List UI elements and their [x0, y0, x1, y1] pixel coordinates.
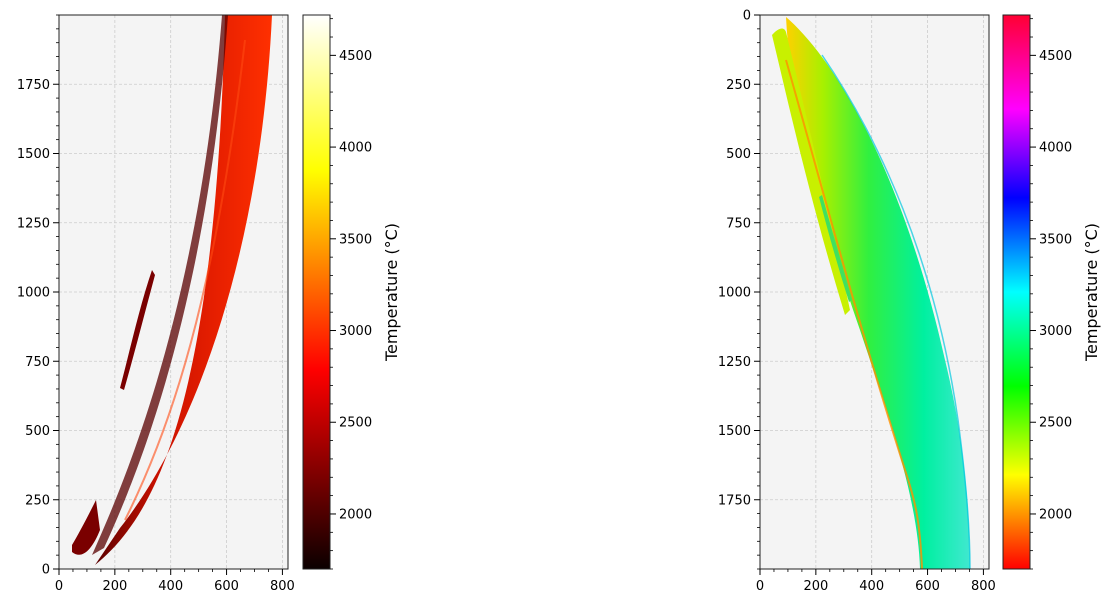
right-colorbar-gradient [1003, 15, 1030, 569]
left-colorbar-tick-label: 2500 [339, 416, 372, 431]
left-colorbar-label: Temperature (°C) [382, 223, 401, 362]
right-colorbar-frame [1002, 14, 1031, 570]
right-heatmap-plot: 0 200 400 600 800 0 250 500 750 1000 1250 1500 1750 [718, 9, 996, 595]
right-colorbar-tick-label: 2000 [1039, 507, 1072, 522]
right-axis-ticks: 0 200 400 600 800 0 250 500 750 1000 1250 1500 1750 [718, 9, 996, 595]
right-y-tick-label: 1500 [718, 424, 751, 439]
left-heat-band [72, 15, 272, 565]
right-green-sliver [819, 195, 852, 302]
right-y-tick-label: 250 [726, 78, 751, 93]
right-colorbar-tick-label: 4500 [1039, 49, 1072, 64]
right-colorbar: 2000 2500 3000 3500 4000 4500 Temperature (°C… [1002, 14, 1101, 570]
left-colorbar-tick-label: 2000 [339, 507, 372, 522]
left-colorbar-frame [302, 14, 331, 570]
right-y-tick-label: 1000 [718, 286, 751, 301]
left-y-tick-label: 0 [42, 563, 50, 578]
left-y-tick-label: 1250 [17, 216, 50, 231]
left-x-tick-label: 0 [55, 579, 63, 594]
right-x-tick-label: 800 [971, 579, 996, 594]
left-y-tick-label: 1750 [17, 78, 50, 93]
left-y-tick-label: 1500 [17, 147, 50, 162]
left-x-tick-label: 600 [214, 579, 239, 594]
right-y-tick-label: 500 [726, 147, 751, 162]
right-heat-band [772, 17, 971, 570]
right-main-band [786, 17, 970, 569]
left-x-tick-label: 200 [102, 579, 127, 594]
left-axis-ticks: 0 200 400 600 800 0 250 500 750 1000 1250 1500 1750 [17, 14, 295, 594]
left-y-tick-label: 750 [25, 355, 50, 370]
left-y-tick-label: 1000 [17, 286, 50, 301]
left-colorbar-tick-label: 4000 [339, 141, 372, 156]
right-colorbar-tick-label: 3500 [1039, 232, 1072, 247]
right-colorbar-ticks: 2000 2500 3000 3500 4000 4500 [1030, 18, 1072, 570]
right-x-tick-label: 200 [803, 579, 828, 594]
right-y-tick-label: 0 [743, 9, 751, 24]
left-heatmap-plot: 0 200 400 600 800 0 250 500 750 1000 1250 1500 1750 [17, 14, 295, 594]
left-main-band [95, 15, 272, 565]
right-y-tick-label: 1250 [718, 355, 751, 370]
left-colorbar-gradient [303, 15, 330, 569]
right-left-lobe [772, 28, 850, 315]
left-y-tick-label: 250 [25, 493, 50, 508]
right-y-tick-label: 1750 [718, 493, 751, 508]
right-colorbar-tick-label: 2500 [1039, 416, 1072, 431]
right-x-tick-label: 400 [859, 579, 884, 594]
right-colorbar-tick-label: 4000 [1039, 141, 1072, 156]
right-colorbar-tick-label: 3000 [1039, 324, 1072, 339]
right-orange-edge [785, 59, 923, 570]
left-colorbar: 2000 2500 3000 3500 4000 4500 Temperature (°C… [302, 14, 401, 570]
right-outer-edge [821, 54, 971, 570]
left-lower-tip [72, 500, 100, 555]
left-colorbar-ticks: 2000 2500 3000 3500 4000 4500 [330, 18, 372, 570]
left-colorbar-tick-label: 4500 [339, 49, 372, 64]
left-bright-streak [124, 39, 246, 521]
left-x-tick-label: 400 [158, 579, 183, 594]
right-y-tick-label: 750 [726, 216, 751, 231]
right-x-tick-label: 0 [756, 579, 764, 594]
left-colorbar-tick-label: 3500 [339, 232, 372, 247]
left-thin-sliver [120, 270, 155, 390]
left-x-tick-label: 800 [270, 579, 295, 594]
right-colorbar-label: Temperature (°C) [1082, 223, 1101, 362]
left-colorbar-tick-label: 3000 [339, 324, 372, 339]
right-x-tick-label: 600 [915, 579, 940, 594]
left-y-tick-label: 500 [25, 424, 50, 439]
